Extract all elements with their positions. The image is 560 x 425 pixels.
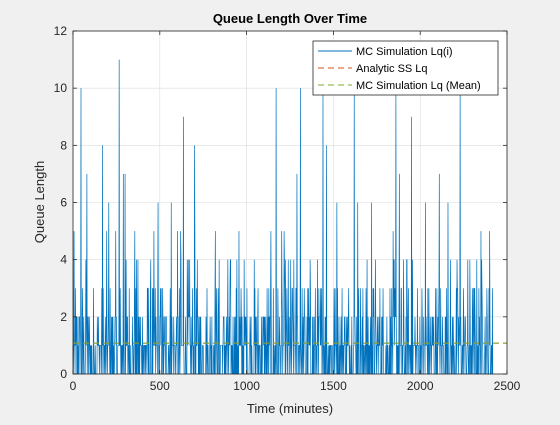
x-tick-label: 0: [70, 379, 77, 393]
y-tick-label: 6: [60, 196, 67, 210]
y-tick-label: 2: [60, 310, 67, 324]
legend[interactable]: MC Simulation Lq(i) Analytic SS Lq MC Si…: [312, 40, 499, 96]
y-tick-label: 4: [60, 253, 67, 267]
x-tick-label: 2500: [494, 379, 521, 393]
legend-label-mc-sim: MC Simulation Lq(i): [356, 46, 453, 58]
x-tick-label: 2000: [407, 379, 434, 393]
x-axis-label: Time (minutes): [247, 401, 333, 416]
x-tick-label: 1500: [320, 379, 347, 393]
legend-label-mc-mean: MC Simulation Lq (Mean): [356, 80, 481, 92]
y-tick-label: 8: [60, 138, 67, 152]
y-tick-label: 0: [60, 367, 67, 381]
grid-layer: [72, 30, 508, 375]
axes-layer: 0 500 1000 1500 2000 2500 0 2 4 6 8 10 12: [54, 24, 521, 393]
x-tick-label: 1000: [233, 379, 260, 393]
chart-title: Queue Length Over Time: [213, 11, 367, 26]
y-tick-label: 10: [54, 81, 68, 95]
y-tick-label: 12: [54, 24, 68, 38]
x-tick-label: 500: [150, 379, 170, 393]
legend-label-analytic: Analytic SS Lq: [356, 63, 428, 75]
y-axis-label: Queue Length: [32, 161, 47, 243]
